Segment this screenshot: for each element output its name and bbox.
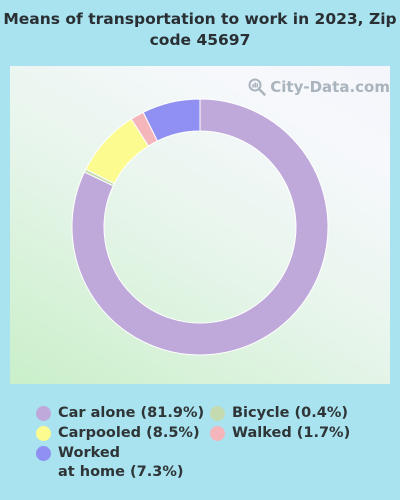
legend-label-carpooled: Carpooled (8.5%) [58, 425, 200, 441]
legend-label-walked: Walked (1.7%) [232, 425, 351, 441]
legend-item-car-alone: Car alone (81.9%) [36, 404, 204, 423]
legend-swatch-carpooled [36, 426, 51, 441]
legend-item-walked: Walked (1.7%) [210, 424, 350, 443]
legend-swatch-walked [210, 426, 225, 441]
legend-item-worked-at-home: Worked at home (7.3%) [36, 444, 184, 482]
legend-label-bicycle: Bicycle (0.4%) [232, 405, 348, 421]
donut-slices [71, 98, 329, 356]
legend-swatch-bicycle [210, 406, 225, 421]
slice-car-alone [71, 98, 329, 356]
chart-legend: Car alone (81.9%) Bicycle (0.4%) Carpool… [0, 400, 400, 500]
legend-label-worked-at-home: Worked at home (7.3%) [58, 445, 184, 480]
legend-item-bicycle: Bicycle (0.4%) [210, 404, 348, 423]
slice-worked-at-home [142, 98, 201, 142]
chart-title: Means of transportation to work in 2023,… [3, 10, 397, 49]
legend-swatch-car-alone [36, 406, 51, 421]
legend-item-carpooled: Carpooled (8.5%) [36, 424, 200, 443]
legend-swatch-worked-at-home [36, 446, 51, 461]
magnifier-icon [248, 78, 266, 96]
watermark: City-Data.com [248, 78, 390, 96]
legend-label-car-alone: Car alone (81.9%) [58, 405, 205, 421]
watermark-text: City-Data.com [270, 78, 390, 96]
